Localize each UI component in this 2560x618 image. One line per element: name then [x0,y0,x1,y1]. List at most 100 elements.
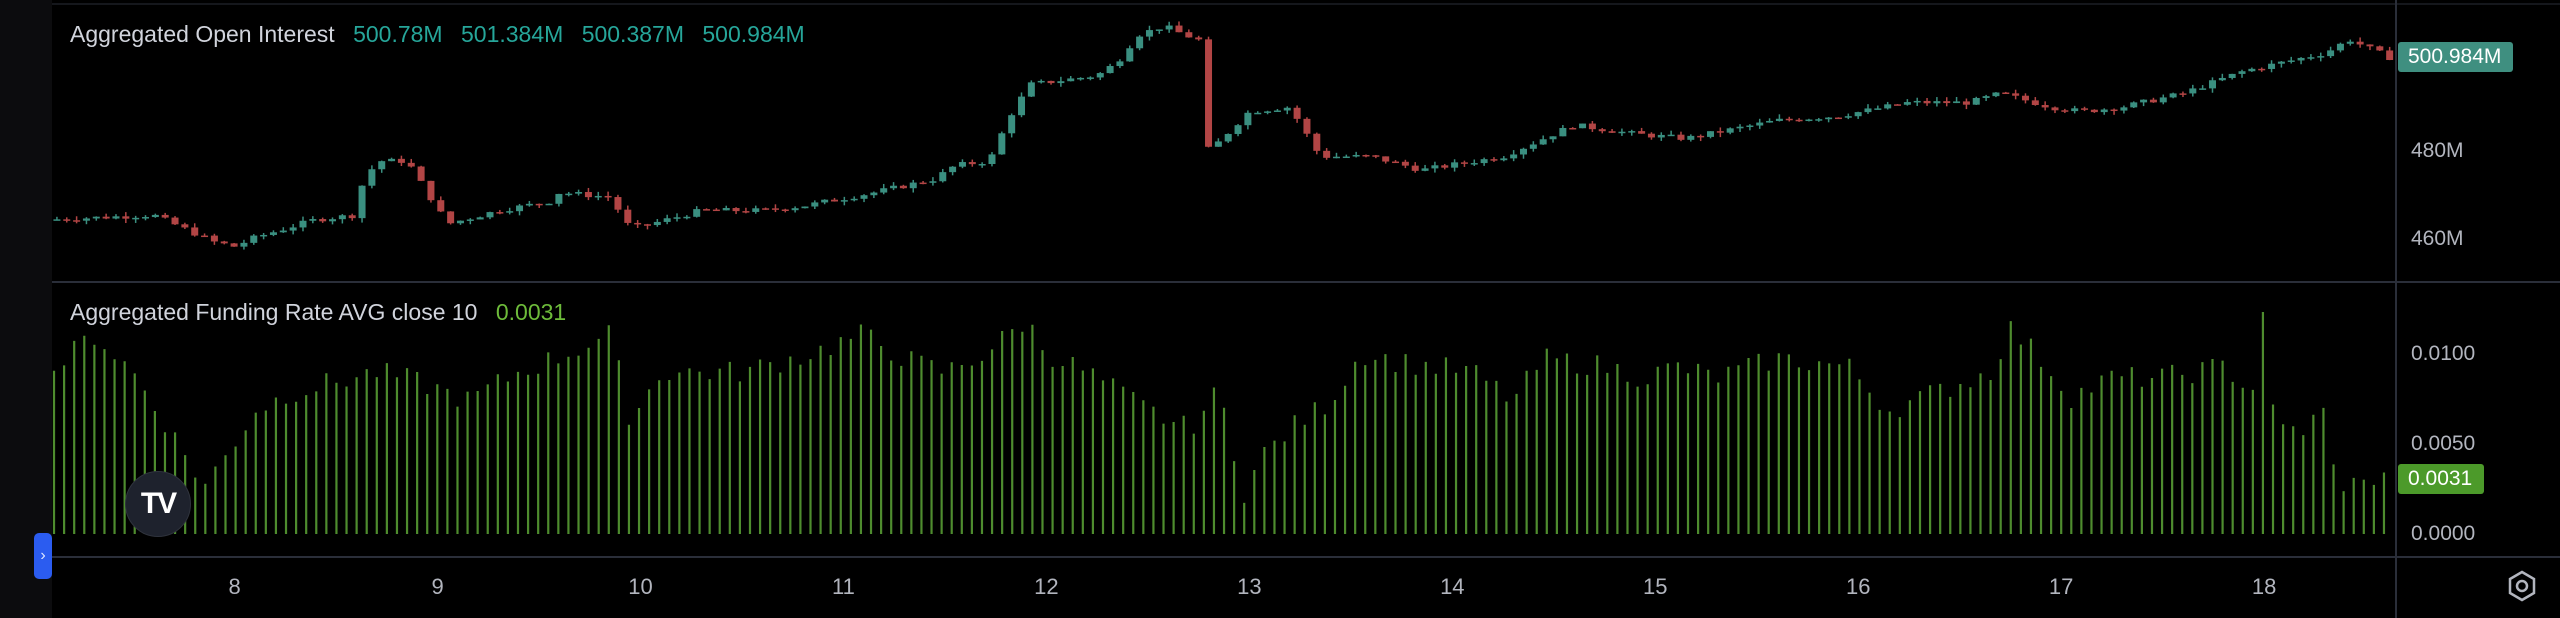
chart-frame[interactable]: 8 9 10 11 12 13 14 15 16 17 18 Aggregated Open Int… [52,0,2560,618]
oi-candle [210,235,218,242]
oi-candle [978,164,986,166]
oi-candle [1834,117,1842,120]
oi-candle [1224,133,1232,142]
oi-candle [2386,50,2394,61]
oi-candle [417,166,425,181]
oi-candle [368,169,376,186]
oi-candle [1362,154,1370,157]
oi-candle [1519,148,1527,155]
oi-candle [2277,61,2285,64]
oi-candle [1559,127,1567,137]
oi-candle [1382,156,1390,162]
oi-candle [1234,125,1242,134]
oi-candle [584,192,592,198]
oi-candle [1460,162,1468,164]
oi-candle [1943,101,1951,104]
oi-candle [1913,100,1921,103]
oi-candle [693,209,701,217]
oi-candle [92,216,100,219]
oi-candle [1884,104,1892,109]
oi-candle [821,199,829,203]
oi-candle [870,192,878,196]
time-axis-tick-label: 18 [2252,574,2276,599]
time-axis-tick-label: 9 [431,574,443,599]
oi-candle [447,211,455,224]
oi-candle [2002,92,2010,95]
oi-candle [132,217,140,220]
oi-candle [1008,115,1016,134]
oi-candle [1155,29,1163,31]
oi-candle [722,208,730,211]
oi-candle [1037,80,1045,83]
oi-candle [1894,104,1902,106]
oi-candle [1106,66,1114,74]
oi-candle [1116,61,1124,67]
oi-candle [703,209,711,211]
time-axis-tick-label: 15 [1643,574,1667,599]
oi-candle [2336,43,2344,51]
oi-candle [1716,131,1724,133]
collapse-panel-handle[interactable]: › [34,533,52,579]
open-interest-legend-low: 500.387M [581,21,684,47]
oi-candle [2081,108,2089,110]
oi-candle [299,220,307,228]
funding-rate-legend-value: 0.0031 [495,299,567,325]
oi-candle [1392,161,1400,164]
oi-candle [1195,37,1203,40]
oi-candle [565,193,573,196]
oi-candle [899,185,907,189]
time-axis-tick-label: 8 [229,574,241,599]
oi-candle [1431,165,1439,169]
oi-candle [171,217,179,225]
oi-candle [1746,125,1754,128]
oi-candle [663,218,671,222]
oi-candle [1707,131,1715,137]
oi-candle [673,217,681,219]
oi-candle [1549,136,1557,140]
oi-candle [2366,44,2374,47]
oi-candle [348,215,356,219]
oi-candle [712,209,720,212]
oi-candle [1844,116,1852,118]
oi-candle [309,219,317,221]
oi-candle [1332,156,1340,159]
oi-candle [1313,133,1321,151]
oi-candle [1854,112,1862,117]
oi-candle [240,242,248,247]
oi-candle [1628,131,1636,133]
oi-candle [82,218,90,221]
oi-candle [968,162,976,165]
oi-candle [525,203,533,206]
fr-axis-label-0000: 0.0000 [2411,522,2476,545]
oi-candle [1352,154,1360,157]
tradingview-logo[interactable]: TV [125,471,191,537]
open-interest-legend-close: 500.984M [702,21,805,47]
oi-candle [781,209,789,211]
oi-candle [2307,57,2315,59]
oi-candle [2041,105,2049,108]
oi-candle [1264,111,1272,113]
oi-candle [890,185,898,189]
oi-candle [358,185,366,219]
oi-candle [2071,108,2079,112]
oi-candle [378,161,386,170]
oi-candle [1677,134,1685,140]
chart-canvas[interactable]: 8 9 10 11 12 13 14 15 16 17 18 [52,0,2560,618]
oi-candle [2327,50,2335,57]
oi-candle [1244,112,1252,126]
oi-candle [752,208,760,212]
oi-candle [958,162,966,167]
left-toolbar-strip [0,0,52,618]
oi-candle [653,221,661,226]
oi-candle [516,205,524,212]
oi-candle [1500,158,1508,161]
oi-candle [1972,97,1980,105]
oi-candle [791,208,799,211]
gear-icon[interactable] [2504,568,2540,604]
oi-candle [1736,126,1744,129]
oi-candle [1451,162,1459,168]
oi-candle [1529,144,1537,149]
oi-candle [1293,107,1301,119]
oi-candle [2208,80,2216,89]
time-axis-tick-label: 16 [1846,574,1870,599]
